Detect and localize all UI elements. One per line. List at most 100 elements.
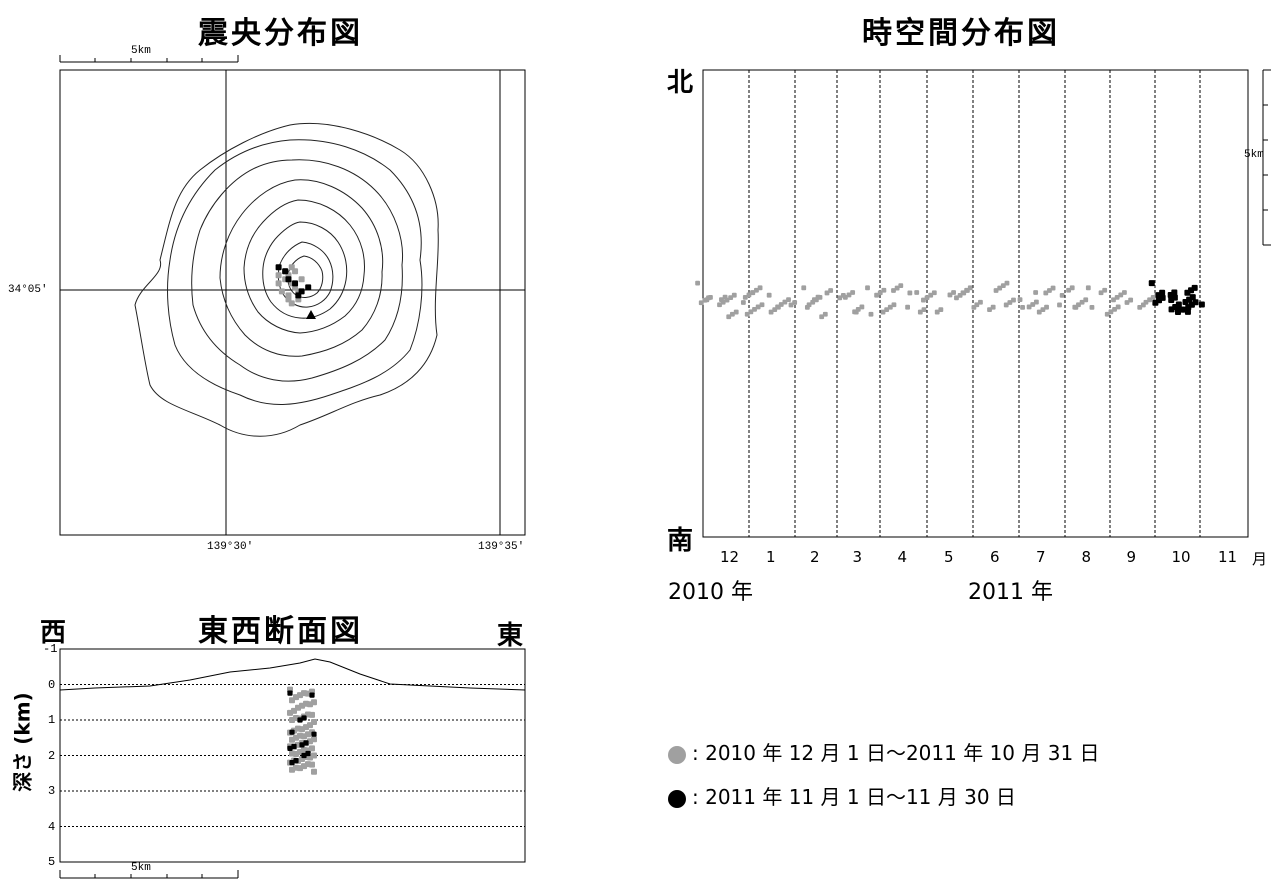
- spacetime-dot-gray: [801, 285, 807, 291]
- month-tick-label: 8: [1081, 548, 1092, 566]
- section-dot-black: [309, 692, 315, 698]
- section-dot-black: [305, 750, 311, 757]
- spacetime-dot-gray: [750, 290, 756, 296]
- epicenter-scatter: [275, 264, 312, 307]
- epicenter-dot-black: [285, 276, 292, 283]
- spacetime-dot-gray: [1069, 285, 1075, 291]
- epicenter-dot-gray: [278, 288, 285, 295]
- spacetime-dot-gray: [1011, 297, 1016, 303]
- spacetime-dot-gray: [1059, 292, 1065, 298]
- epicenter-dot-gray: [298, 276, 305, 283]
- depth-tick-label: 0: [48, 677, 56, 692]
- spacetime-dot-gray: [884, 307, 890, 313]
- spacetime-dot-gray: [1004, 280, 1010, 286]
- section-dot-gray: [311, 768, 317, 775]
- spacetime-dot-gray: [934, 309, 940, 315]
- spacetime-dot-black: [1189, 294, 1196, 301]
- spacetime-dot-black: [1191, 284, 1198, 291]
- spacetime-dot-gray: [752, 306, 757, 312]
- spacetime-dot-gray: [757, 285, 763, 291]
- spacetime-dot-gray: [947, 292, 953, 298]
- spacetime-dot-gray: [1043, 290, 1049, 296]
- month-tick-label: 3: [852, 548, 863, 566]
- spacetime-dot-gray: [1033, 299, 1039, 305]
- epicenter-dot-black: [305, 284, 312, 291]
- black-dot-icon: [668, 789, 686, 808]
- spacetime-dot-gray: [768, 309, 774, 315]
- depth-tick-label: 3: [48, 784, 56, 798]
- spacetime-dot-gray: [1115, 304, 1121, 310]
- section-title: 東西断面図: [198, 614, 363, 649]
- spacetime-dot-gray: [775, 304, 781, 310]
- month-tick-label: 4: [897, 548, 908, 566]
- spacetime-dot-gray: [954, 295, 959, 301]
- section-east-label: 東: [497, 621, 524, 651]
- section-dot-gray: [289, 736, 295, 743]
- spacetime-dot-gray: [990, 304, 996, 310]
- spacetime-dot-gray: [978, 299, 983, 305]
- spacetime-dot-gray: [744, 311, 750, 317]
- spacetime-dot-gray: [1128, 297, 1134, 303]
- spacetime-dot-gray: [1102, 287, 1108, 293]
- spacetime-dot-gray: [782, 299, 788, 305]
- section-west-label: 西: [40, 618, 67, 648]
- epicenter-dot-gray: [288, 300, 295, 307]
- year-label-2010: 2010 年: [668, 580, 753, 605]
- spacetime-dot-gray: [1118, 292, 1124, 298]
- section-dot-black: [311, 731, 317, 737]
- spacetime-dot-gray: [740, 300, 746, 305]
- month-tick-label: 5: [944, 548, 954, 566]
- spacetime-dot-gray: [1112, 306, 1117, 312]
- spacetime-dot-gray: [874, 292, 880, 298]
- spacetime-dot-gray: [938, 307, 944, 313]
- spacetime-dot-gray: [917, 309, 923, 315]
- spacetime-south-label: 南: [667, 526, 694, 556]
- spacetime-dot-gray: [755, 304, 761, 310]
- section-scatter: [287, 686, 317, 775]
- spacetime-dot-gray: [987, 307, 992, 313]
- section-dot-black: [289, 760, 295, 766]
- spacetime-dot-gray: [974, 302, 980, 308]
- spacetime-dot-gray: [759, 302, 765, 308]
- spacetime-dot-gray: [1020, 304, 1025, 310]
- month-tick-label: 1: [766, 548, 776, 566]
- spacetime-dot-black: [1198, 301, 1205, 308]
- spacetime-dot-gray: [887, 304, 893, 310]
- epicenter-dot-black: [275, 264, 282, 271]
- spacetime-dot-gray: [921, 307, 927, 313]
- spacetime-dot-gray: [1066, 287, 1071, 293]
- section-dot-gray: [289, 766, 295, 773]
- spacetime-dot-gray: [967, 285, 973, 291]
- spacetime-dot-gray: [719, 297, 724, 303]
- spacetime-dot-gray: [746, 292, 752, 298]
- section-dot-gray: [287, 709, 293, 716]
- spacetime-dot-gray: [812, 297, 817, 303]
- spacetime-dot-gray: [1122, 290, 1127, 295]
- section-scale-bar: [59, 870, 239, 879]
- spacetime-dot-gray: [1085, 285, 1091, 291]
- spacetime-dot-gray: [951, 290, 956, 295]
- epicenter-frame: [59, 69, 526, 536]
- spacetime-dot-gray: [993, 288, 999, 293]
- spacetime-dot-gray: [806, 302, 812, 308]
- spacetime-dot-gray: [1114, 294, 1120, 300]
- spacetime-dot-gray: [748, 309, 754, 315]
- spacetime-dot-gray: [778, 302, 784, 307]
- spacetime-dot-gray: [964, 287, 970, 293]
- spacetime-dot-gray: [1047, 288, 1052, 293]
- epicenter-scale-label: 5km: [131, 45, 151, 57]
- spacetime-dot-gray: [1076, 302, 1081, 308]
- section-scale-label: 5km: [131, 862, 151, 874]
- spacetime-dot-gray: [1000, 283, 1006, 289]
- section-dot-black: [287, 745, 293, 751]
- spacetime-dot-gray: [891, 288, 896, 293]
- depth-tick-label: 5: [48, 855, 56, 869]
- spacetime-dot-gray: [1089, 304, 1095, 310]
- spacetime-dot-gray: [822, 311, 828, 317]
- spacetime-title: 時空間分布図: [862, 16, 1060, 51]
- spacetime-dot-gray: [1098, 290, 1104, 296]
- epicenter-dot-gray: [275, 272, 282, 279]
- spacetime-dot-gray: [907, 290, 913, 296]
